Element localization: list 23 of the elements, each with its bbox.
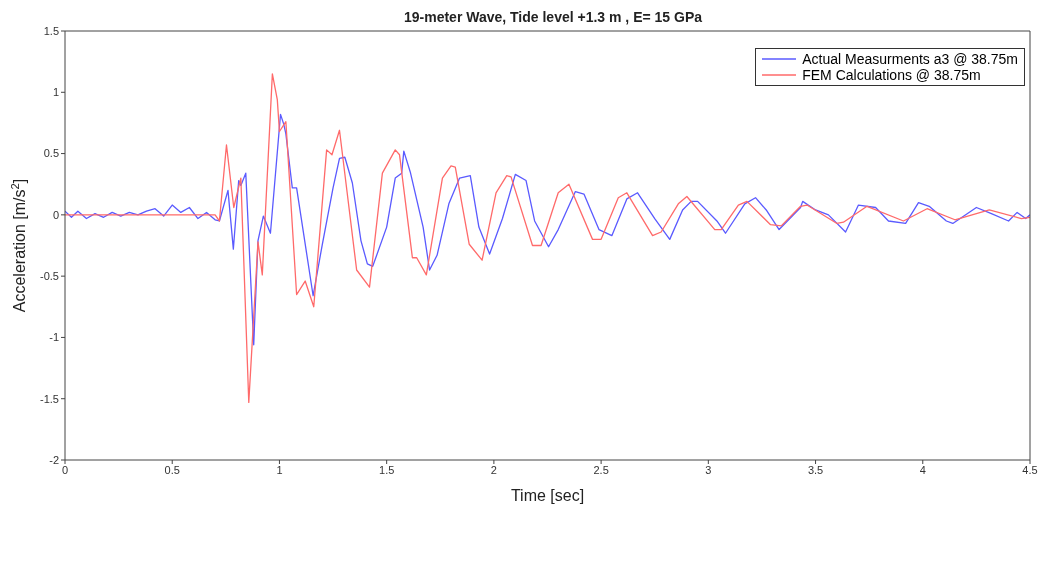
x-tick-label: 3.5: [807, 463, 824, 476]
x-tick-label: 2: [490, 463, 497, 476]
legend-label: FEM Calculations @ 38.75m: [802, 67, 981, 83]
y-tick-label: -1: [49, 331, 59, 344]
x-tick-label: 2.5: [593, 463, 609, 476]
y-tick-label: 0.5: [43, 147, 59, 160]
line-series: [65, 113, 1030, 346]
x-axis-title: Time [sec]: [510, 487, 585, 504]
y-tick-label: -0.5: [40, 270, 59, 283]
y-tick-label: 1: [52, 86, 59, 99]
x-tick-label: 1: [276, 463, 283, 476]
y-tick-label: 0: [52, 208, 59, 221]
x-tick-label: 4: [919, 463, 926, 476]
x-tick-label: 4.5: [1022, 463, 1038, 476]
y-tick-label: -1.5: [40, 392, 59, 405]
y-tick-label: 1.5: [43, 24, 59, 37]
x-tick-label: 3: [705, 463, 712, 476]
chart-title: 19-meter Wave, Tide level +1.3 m , E= 15 GPa: [403, 9, 703, 25]
x-tick-label: 0: [61, 463, 69, 476]
x-tick-label: 1.5: [379, 463, 395, 476]
legend-label: Actual Measurments a3 @ 38.75m: [802, 51, 1018, 67]
y-tick-label: -2: [49, 453, 59, 466]
x-tick-label: 0.5: [164, 463, 180, 476]
